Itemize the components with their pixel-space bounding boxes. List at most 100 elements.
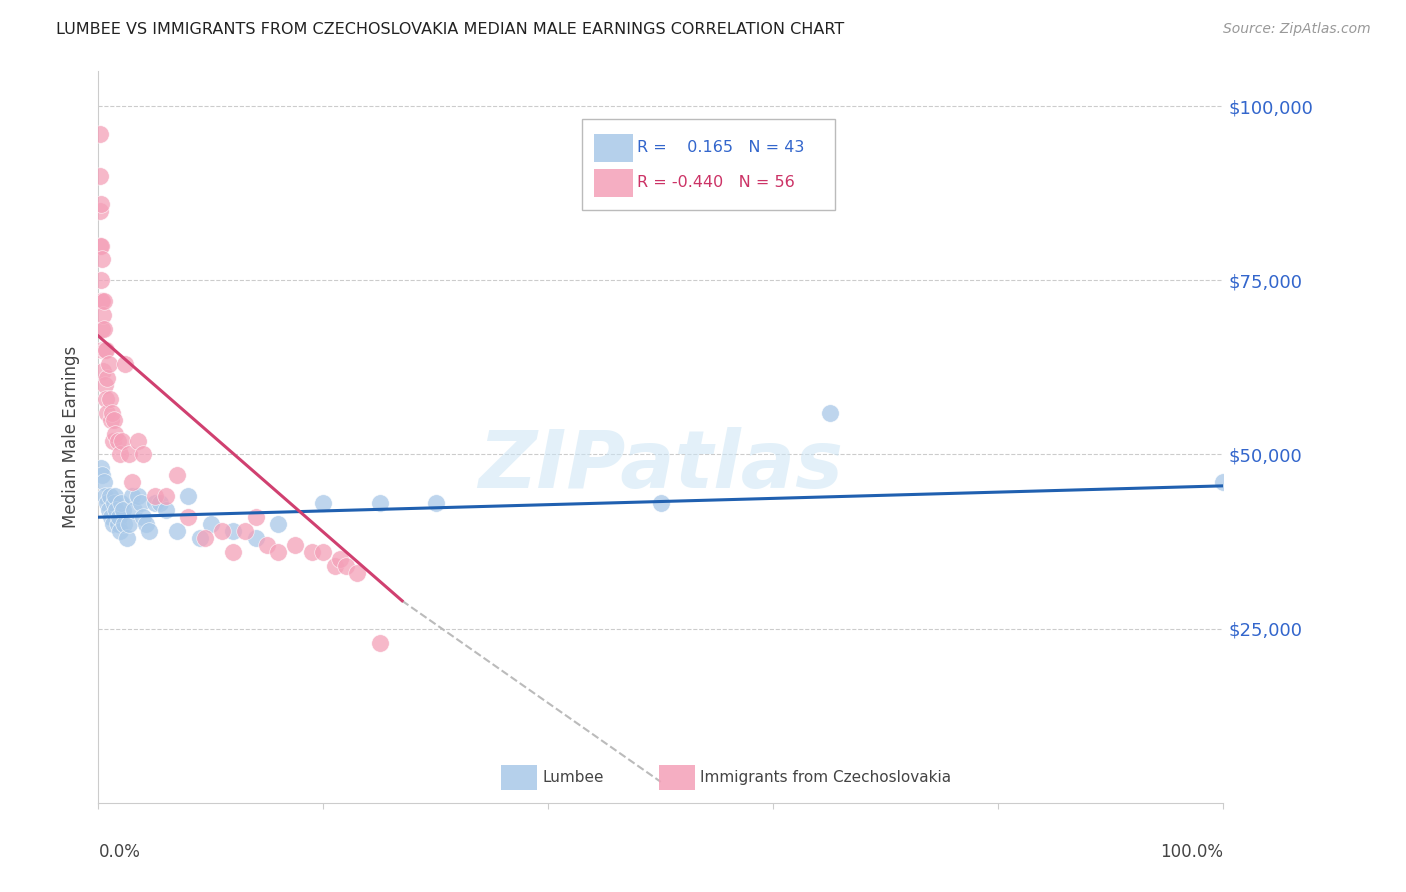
Point [103, 412, 125, 426]
Text: Lumbee: Lumbee [543, 770, 605, 785]
Point [104, 489, 127, 503]
Point [96, 392, 118, 406]
Text: Source: ZipAtlas.com: Source: ZipAtlas.com [1223, 22, 1371, 37]
Point [98, 392, 121, 406]
Point [312, 545, 335, 559]
Point [89, 127, 111, 141]
Point [107, 510, 129, 524]
Point [118, 517, 141, 532]
Point [97, 503, 120, 517]
Point [200, 517, 222, 532]
Point [91, 364, 114, 378]
Point [177, 489, 200, 503]
Point [104, 426, 127, 441]
Point [100, 510, 122, 524]
Point [90, 252, 112, 267]
Point [101, 434, 124, 448]
FancyBboxPatch shape [595, 134, 633, 162]
Point [368, 496, 391, 510]
Point [267, 517, 290, 532]
Point [124, 503, 146, 517]
Point [114, 357, 136, 371]
Point [245, 510, 267, 524]
Point [177, 510, 200, 524]
Point [90, 196, 112, 211]
Point [93, 322, 115, 336]
Text: R =    0.165   N = 43: R = 0.165 N = 43 [637, 140, 804, 155]
FancyBboxPatch shape [595, 169, 633, 197]
Point [127, 434, 149, 448]
Point [135, 517, 157, 532]
Point [110, 496, 132, 510]
Point [90, 273, 112, 287]
Point [346, 566, 368, 580]
Point [90, 238, 112, 252]
Point [425, 496, 447, 510]
Point [96, 343, 118, 357]
Point [650, 496, 672, 510]
Point [143, 496, 166, 510]
Point [90, 343, 112, 357]
Point [98, 489, 121, 503]
Point [284, 538, 307, 552]
Point [90, 468, 112, 483]
Point [107, 434, 129, 448]
Point [115, 531, 138, 545]
Point [108, 448, 131, 462]
Point [211, 524, 233, 538]
Point [89, 169, 111, 183]
Point [149, 496, 172, 510]
Point [132, 510, 155, 524]
Point [93, 294, 115, 309]
Y-axis label: Median Male Earnings: Median Male Earnings [62, 346, 80, 528]
Point [105, 503, 128, 517]
Text: Immigrants from Czechoslovakia: Immigrants from Czechoslovakia [700, 770, 952, 785]
Text: ZIPatlas: ZIPatlas [478, 427, 844, 506]
Point [245, 531, 267, 545]
Text: LUMBEE VS IMMIGRANTS FROM CZECHOSLOVAKIA MEDIAN MALE EARNINGS CORRELATION CHART: LUMBEE VS IMMIGRANTS FROM CZECHOSLOVAKIA… [56, 22, 845, 37]
Point [101, 517, 124, 532]
Point [93, 475, 115, 490]
Point [112, 517, 135, 532]
Point [90, 322, 112, 336]
Point [103, 496, 125, 510]
Point [132, 448, 155, 462]
Point [96, 371, 118, 385]
Point [138, 524, 160, 538]
Point [323, 558, 346, 573]
Point [301, 545, 323, 559]
Point [89, 238, 111, 252]
Point [267, 545, 290, 559]
Point [96, 406, 118, 420]
Point [100, 412, 122, 426]
Point [97, 357, 120, 371]
Point [108, 524, 131, 538]
Point [166, 524, 188, 538]
Point [101, 406, 124, 420]
Text: 0.0%: 0.0% [98, 843, 141, 861]
FancyBboxPatch shape [501, 764, 537, 789]
Point [118, 448, 141, 462]
Point [1212, 475, 1234, 490]
Point [94, 377, 117, 392]
Point [155, 503, 177, 517]
Point [129, 496, 152, 510]
Point [194, 531, 217, 545]
Point [96, 496, 118, 510]
Point [222, 545, 245, 559]
Point [368, 635, 391, 649]
Point [107, 517, 129, 532]
Point [127, 489, 149, 503]
Point [91, 308, 114, 322]
Point [233, 524, 256, 538]
Point [89, 203, 111, 218]
Text: 100.0%: 100.0% [1160, 843, 1223, 861]
Point [94, 343, 117, 357]
Point [121, 489, 143, 503]
Point [111, 434, 134, 448]
Point [256, 538, 278, 552]
Point [90, 294, 112, 309]
FancyBboxPatch shape [582, 119, 835, 211]
Point [222, 524, 245, 538]
Point [312, 496, 335, 510]
